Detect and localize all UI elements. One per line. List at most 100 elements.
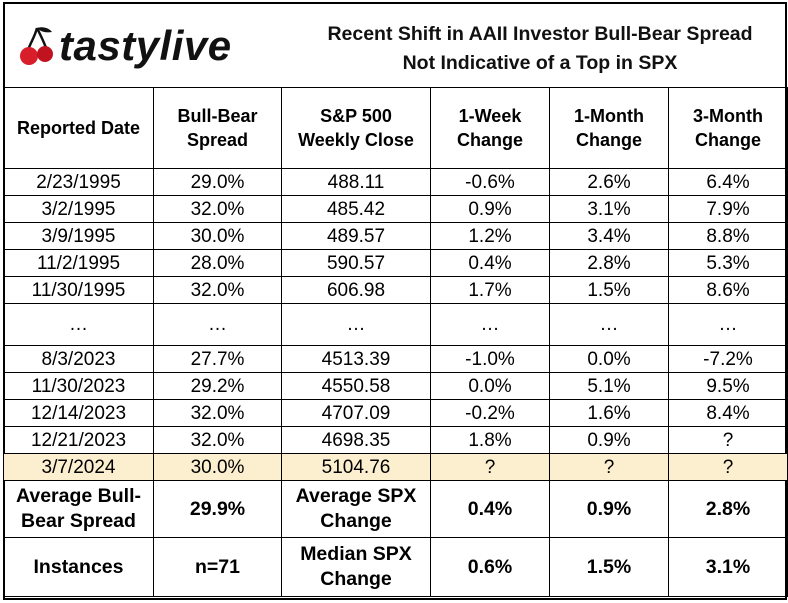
cell-line: Bear Spread: [21, 510, 136, 532]
table-cell: 11/30/1995: [3, 276, 154, 304]
table-cell: 0.0%: [430, 372, 550, 400]
table-cell: ?: [430, 453, 550, 481]
cell-line: n=71: [195, 555, 240, 578]
table-cell: 3/9/1995: [3, 222, 154, 250]
table-cell: 489.57: [281, 222, 431, 250]
table-cell: …: [430, 303, 550, 346]
logo-text: tastylive: [59, 22, 232, 69]
header-cell: 1-Month Change: [549, 87, 669, 169]
cell-line: Weekly Close: [298, 130, 414, 150]
table-cell: …: [281, 303, 431, 346]
table-cell: 32.0%: [153, 276, 282, 304]
table-row: 11/2/1995 28.0% 590.57 0.4% 2.8% 5.3%: [3, 249, 788, 277]
cell-line: Instances: [33, 555, 124, 578]
summary-cell: 0.4%: [430, 480, 550, 538]
table-cell: -1.0%: [430, 345, 550, 373]
table-row: ………………: [3, 303, 788, 346]
table-cell: 3/2/1995: [3, 195, 154, 223]
table-cell: 12/14/2023: [3, 399, 154, 427]
table-cell: 30.0%: [153, 453, 282, 481]
table-cell: 7.9%: [668, 195, 788, 223]
cell-line: Change: [320, 568, 392, 590]
table-cell: …: [153, 303, 282, 346]
table-cell: 4513.39: [281, 345, 431, 373]
summary-cell: 0.9%: [549, 480, 669, 538]
table-cell: 3.1%: [549, 195, 669, 223]
table-cell: ?: [668, 426, 788, 454]
cell-line: Change: [694, 130, 761, 150]
summary-cell: 3.1%: [668, 537, 788, 597]
table-cell: 3.4%: [549, 222, 669, 250]
table-cell: 5104.76: [281, 453, 431, 481]
table-cell: 32.0%: [153, 195, 282, 223]
table-row: 12/14/2023 32.0% 4707.09 -0.2% 1.6% 8.4%: [3, 399, 788, 427]
table-cell: 8/3/2023: [3, 345, 154, 373]
table-cell: 485.42: [281, 195, 431, 223]
table-cell: 4707.09: [281, 399, 431, 427]
table-cell: ?: [668, 453, 788, 481]
summary-row: Instances n=71 Median SPX Change 0.6% 1.5% 3.1…: [3, 537, 788, 597]
table-cell: 11/30/2023: [3, 372, 154, 400]
table-cell: ?: [549, 453, 669, 481]
table-cell: 5.3%: [668, 249, 788, 277]
summary-cell: 0.6%: [430, 537, 550, 597]
table-row: 8/3/2023 27.7% 4513.39 -1.0% 0.0% -7.2%: [3, 345, 788, 373]
cell-line: Average Bull-: [16, 485, 141, 507]
table-cell: -0.2%: [430, 399, 550, 427]
cell-line: Median SPX: [300, 543, 412, 565]
header-cell: 3-Month Change: [668, 87, 788, 169]
cell-line: 2.8%: [705, 497, 751, 520]
header-cell: 1-Week Change: [430, 87, 550, 169]
header-cell: S&P 500 Weekly Close: [281, 87, 431, 169]
table-cell: 28.0%: [153, 249, 282, 277]
table-row: 3/9/1995 30.0% 489.57 1.2% 3.4% 8.8%: [3, 222, 788, 250]
table-cell: …: [549, 303, 669, 346]
table-cell: 6.4%: [668, 168, 788, 196]
cell-line: Change: [575, 130, 642, 150]
summary-row: Average Bull- Bear Spread 29.9% Average SPX…: [3, 480, 788, 538]
table-cell: …: [668, 303, 788, 346]
table-summary: Average Bull- Bear Spread 29.9% Average SPX…: [3, 480, 788, 597]
cell-line: 1.5%: [586, 555, 632, 578]
table-cell: 29.2%: [153, 372, 282, 400]
table-cell: -0.6%: [430, 168, 550, 196]
table-cell: 1.6%: [549, 399, 669, 427]
table-cell: 8.8%: [668, 222, 788, 250]
title: Recent Shift in AAII Investor Bull-Bear …: [295, 20, 785, 78]
table-cell: 32.0%: [153, 399, 282, 427]
cell-line: 3.1%: [705, 555, 751, 578]
table-cell: 0.0%: [549, 345, 669, 373]
summary-cell: Average Bull- Bear Spread: [3, 480, 154, 538]
cell-line: Average SPX: [295, 485, 417, 507]
cell-line: Change: [320, 510, 392, 532]
table-cell: 5.1%: [549, 372, 669, 400]
cell-line: 1-Week: [458, 106, 522, 126]
summary-cell: 1.5%: [549, 537, 669, 597]
table-row: 3/7/2024 30.0% 5104.76???: [3, 453, 788, 481]
cell-line: 0.6%: [467, 555, 513, 578]
cell-line: Spread: [186, 130, 249, 150]
summary-cell: Median SPX Change: [281, 537, 431, 597]
table-cell: 606.98: [281, 276, 431, 304]
logo: tastylive: [19, 18, 232, 74]
table-cell: 32.0%: [153, 426, 282, 454]
table-cell: 30.0%: [153, 222, 282, 250]
table-cell: 2.8%: [549, 249, 669, 277]
table-cell: 12/21/2023: [3, 426, 154, 454]
table-row: 12/21/2023 32.0% 4698.35 1.8% 0.9%?: [3, 426, 788, 454]
table-cell: 8.4%: [668, 399, 788, 427]
table-cell: …: [3, 303, 154, 346]
table-row: 11/30/1995 32.0% 606.98 1.7% 1.5% 8.6%: [3, 276, 788, 304]
summary-cell: n=71: [153, 537, 282, 597]
table-header: Reported Date Bull-Bear Spread S&P 500 Weekl…: [3, 87, 788, 169]
summary-cell: 29.9%: [153, 480, 282, 538]
table-cell: 2.6%: [549, 168, 669, 196]
table-cell: 488.11: [281, 168, 431, 196]
cell-line: Reported Date: [16, 118, 141, 138]
header-cell: Reported Date: [3, 87, 154, 169]
cell-line: 0.9%: [586, 497, 632, 520]
table-cell: 0.9%: [549, 426, 669, 454]
summary-cell: Instances: [3, 537, 154, 597]
table-cell: -7.2%: [668, 345, 788, 373]
